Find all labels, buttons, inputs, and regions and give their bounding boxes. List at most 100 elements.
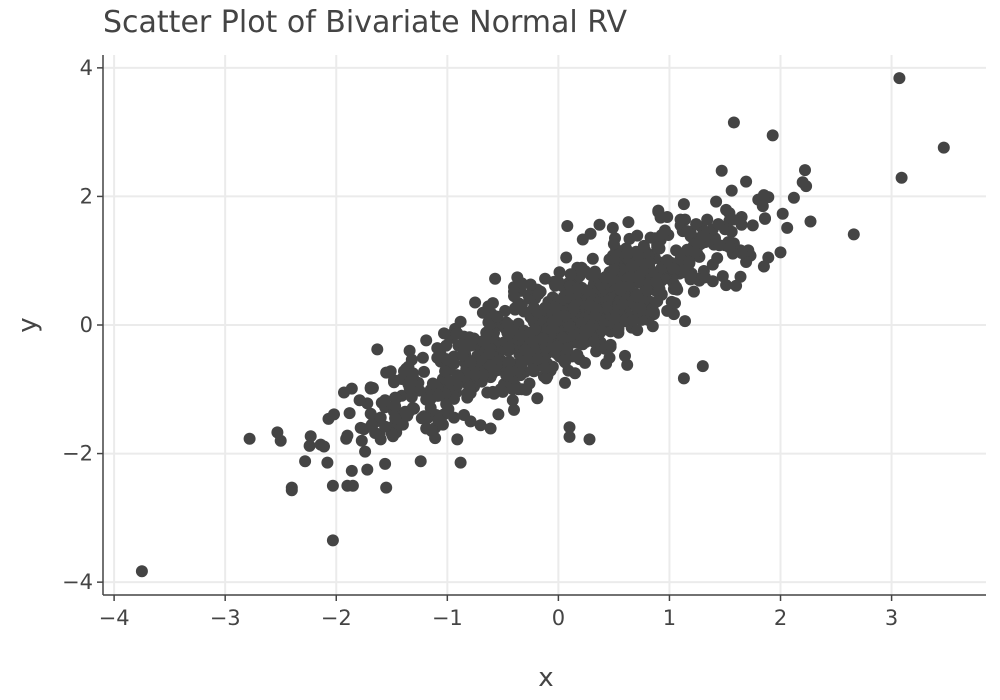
- data-point: [508, 290, 520, 303]
- data-point: [345, 464, 358, 477]
- data-point: [699, 271, 711, 284]
- data-point: [551, 340, 564, 353]
- data-point: [619, 349, 631, 362]
- y-axis-label: y: [13, 317, 43, 332]
- data-point: [604, 338, 617, 351]
- data-point: [506, 383, 519, 396]
- data-point: [418, 365, 430, 378]
- data-point: [595, 324, 608, 337]
- data-point: [647, 306, 660, 319]
- data-point: [321, 456, 334, 469]
- data-point: [484, 422, 497, 435]
- data-point: [625, 260, 638, 273]
- data-point: [716, 270, 729, 283]
- data-point: [515, 277, 528, 290]
- y-tick-label: −4: [62, 570, 93, 594]
- data-point: [847, 228, 860, 241]
- data-point: [496, 385, 509, 398]
- data-point: [589, 310, 601, 323]
- data-point: [514, 329, 527, 342]
- data-point: [536, 332, 549, 345]
- data-point: [379, 457, 392, 470]
- data-point: [299, 455, 312, 468]
- axes: [97, 55, 986, 601]
- data-point: [727, 116, 740, 129]
- x-tick-label: 2: [774, 606, 787, 630]
- data-point: [674, 213, 687, 226]
- data-point: [567, 302, 580, 315]
- data-point: [463, 337, 476, 349]
- data-point: [710, 195, 723, 208]
- data-point: [389, 412, 402, 425]
- x-tick-label: −3: [210, 606, 241, 630]
- data-point: [502, 341, 515, 354]
- data-point: [759, 212, 771, 225]
- x-tick-label: 1: [663, 606, 676, 630]
- data-point: [584, 227, 597, 240]
- data-point: [634, 302, 647, 315]
- data-point: [359, 445, 372, 458]
- data-point: [426, 377, 439, 390]
- data-point: [431, 351, 444, 364]
- data-point: [135, 565, 148, 578]
- data-point: [734, 270, 747, 283]
- data-point: [416, 351, 429, 364]
- data-point: [539, 272, 552, 285]
- data-points: [135, 72, 950, 578]
- data-point: [389, 400, 402, 412]
- data-point: [609, 312, 621, 325]
- data-point: [414, 455, 427, 468]
- data-point: [364, 407, 377, 420]
- data-point: [454, 315, 467, 328]
- data-point: [726, 213, 739, 226]
- data-point: [484, 359, 497, 372]
- data-point: [440, 398, 453, 411]
- data-point: [438, 327, 450, 340]
- data-point: [503, 355, 516, 368]
- y-tick-label: 2: [80, 184, 93, 208]
- data-point: [696, 360, 709, 373]
- data-point: [589, 265, 601, 278]
- data-point: [432, 389, 445, 402]
- data-point: [730, 279, 743, 292]
- data-point: [725, 184, 738, 197]
- data-point: [631, 229, 644, 242]
- data-point: [346, 479, 359, 492]
- data-point: [644, 231, 657, 244]
- data-point: [379, 420, 392, 433]
- data-point: [774, 246, 787, 259]
- data-point: [621, 358, 634, 371]
- data-point: [895, 171, 908, 184]
- data-point: [274, 434, 287, 447]
- data-point: [469, 368, 482, 381]
- data-point: [408, 402, 420, 415]
- data-point: [787, 191, 800, 204]
- data-point: [776, 207, 789, 220]
- data-point: [546, 315, 559, 328]
- data-point: [458, 409, 470, 421]
- data-point: [364, 382, 377, 395]
- data-point: [492, 408, 505, 421]
- data-point: [650, 275, 663, 288]
- data-point: [583, 299, 596, 312]
- data-point: [403, 382, 416, 394]
- data-point: [440, 353, 453, 366]
- data-point: [583, 433, 596, 446]
- data-point: [345, 382, 358, 395]
- data-point: [661, 304, 674, 317]
- data-point: [677, 372, 690, 385]
- data-point: [501, 369, 514, 382]
- data-point: [303, 439, 316, 452]
- data-point: [439, 365, 452, 378]
- data-point: [532, 288, 545, 301]
- data-point: [746, 219, 759, 232]
- data-point: [603, 351, 616, 364]
- data-point: [631, 290, 644, 303]
- data-point: [482, 300, 495, 313]
- data-point: [561, 342, 574, 355]
- data-point: [521, 353, 534, 366]
- data-point: [501, 326, 514, 339]
- data-point: [489, 272, 502, 285]
- data-point: [605, 272, 618, 285]
